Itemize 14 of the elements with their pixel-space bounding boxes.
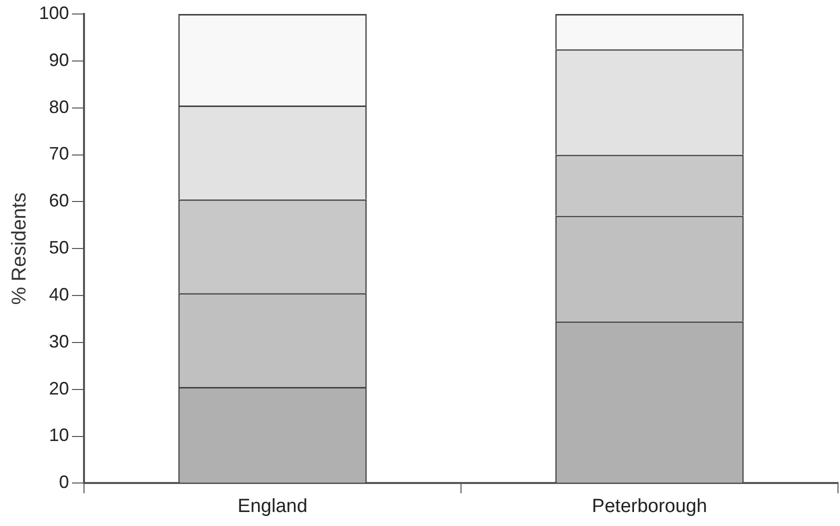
x-tick-label: England <box>238 496 308 517</box>
y-tick-label: 40 <box>49 284 70 304</box>
y-tick-label: 80 <box>49 96 70 117</box>
y-tick-label: 70 <box>49 144 70 164</box>
y-tick-label: 30 <box>49 331 70 352</box>
y-tick-label: 100 <box>38 2 70 23</box>
y-tick-label: 0 <box>59 472 70 492</box>
y-tick-label: 50 <box>49 238 70 258</box>
x-tick-label: Peterborough <box>592 496 708 517</box>
y-tick-label: 20 <box>49 378 70 398</box>
y-axis-title: % Residents <box>8 192 31 305</box>
y-tick-label: 90 <box>49 50 70 70</box>
y-tick-label: 10 <box>49 425 70 446</box>
y-tick-label: 60 <box>49 190 70 211</box>
